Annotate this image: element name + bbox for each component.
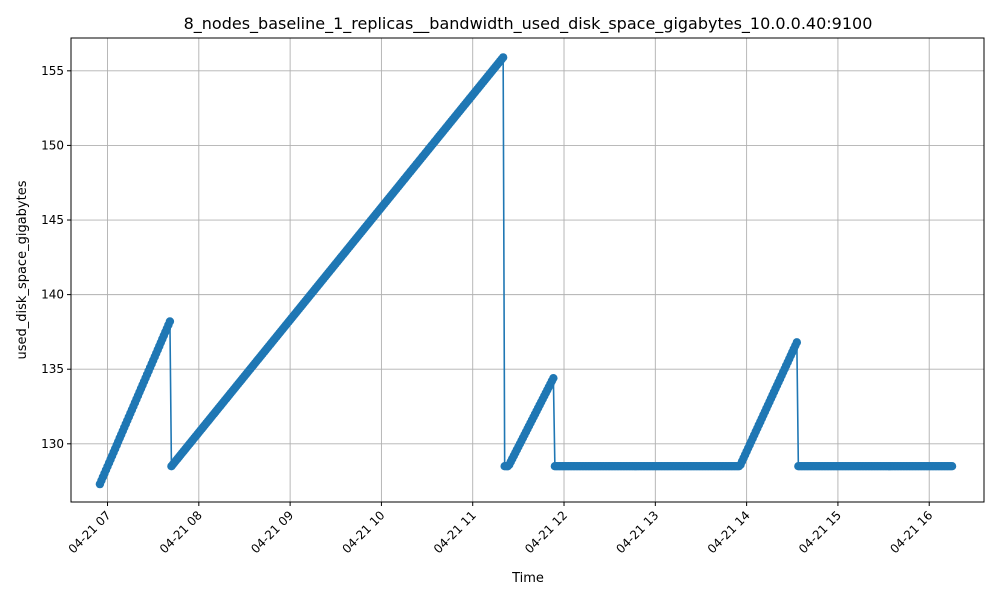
x-axis-label: Time	[511, 571, 544, 586]
x-grid-lines	[107, 38, 930, 502]
series-line	[99, 55, 953, 485]
y-tick-label: 135	[41, 362, 64, 376]
x-tick-label: 04-21 14	[705, 508, 753, 556]
series-markers	[95, 53, 957, 489]
data-point	[792, 338, 802, 347]
x-tick-label: 04-21 07	[66, 508, 114, 556]
data-series	[95, 53, 957, 489]
x-tick-label: 04-21 11	[431, 508, 479, 556]
x-tick-label: 04-21 15	[796, 508, 844, 556]
x-tick-label: 04-21 09	[248, 508, 296, 556]
x-tick-label: 04-21 12	[522, 508, 570, 556]
y-grid-lines	[71, 70, 984, 445]
y-tick-label: 150	[41, 138, 64, 152]
data-point	[165, 317, 175, 326]
y-tick-label: 130	[41, 437, 64, 451]
y-tick-label: 155	[41, 64, 64, 78]
data-point	[549, 373, 558, 383]
data-point	[498, 53, 508, 62]
x-tick-label: 04-21 13	[613, 508, 661, 556]
x-tick-label: 04-21 16	[887, 508, 935, 556]
plot-area-frame	[70, 37, 985, 503]
x-axis: 04-21 07 04-21 08 04-21 09 04-21 10 04-21 11…	[66, 502, 935, 556]
data-point	[947, 461, 957, 471]
chart-title: 8_nodes_baseline_1_replicas__bandwidth_u…	[184, 14, 873, 34]
x-tick-label: 04-21 10	[339, 508, 387, 556]
y-tick-label: 140	[41, 288, 64, 302]
y-axis: 130 135 140 145 150 155	[41, 64, 71, 451]
x-tick-label: 04-21 08	[157, 508, 205, 556]
y-tick-label: 145	[41, 213, 64, 227]
y-axis-label: used_disk_space_gigabytes	[15, 180, 30, 359]
